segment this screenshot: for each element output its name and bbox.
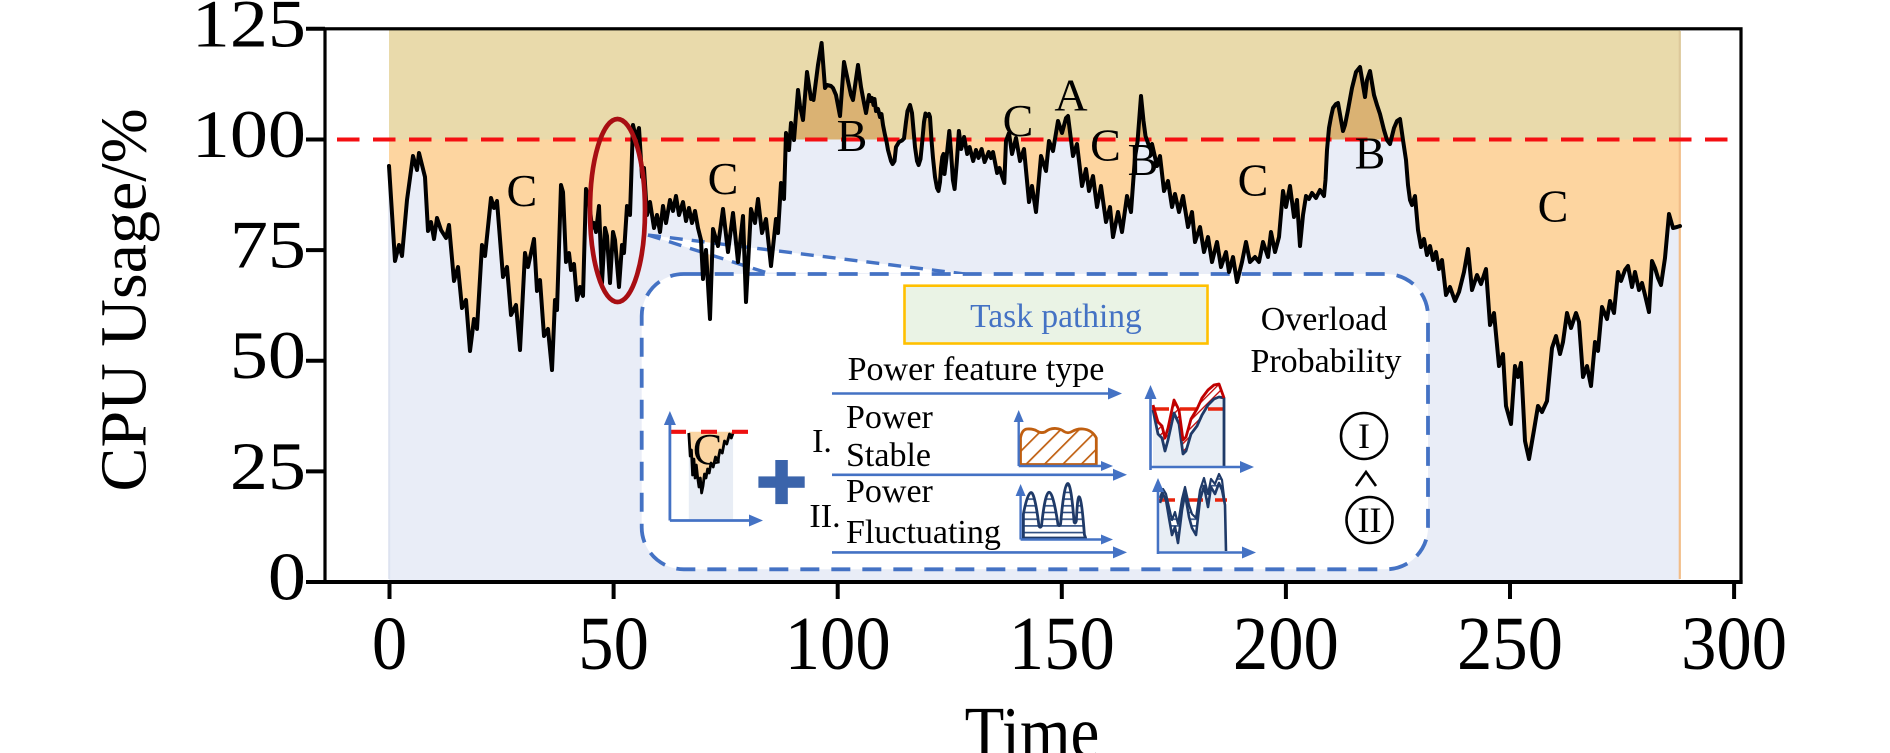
svg-text:C: C [1538,181,1569,232]
svg-text:0: 0 [372,602,407,686]
svg-text:Overload: Overload [1261,301,1388,338]
svg-text:50: 50 [578,602,649,686]
svg-text:C: C [506,165,537,216]
svg-text:Power: Power [846,473,934,510]
svg-text:C: C [708,153,739,204]
svg-text:C: C [1003,95,1034,146]
svg-text:100: 100 [192,97,306,172]
svg-text:I.: I. [812,423,832,460]
svg-text:150: 150 [1009,602,1115,686]
svg-text:Time: Time [965,692,1100,753]
svg-text:200: 200 [1233,602,1339,686]
svg-text:25: 25 [230,429,306,504]
svg-text:II: II [1358,500,1382,540]
svg-text:B: B [1355,128,1386,179]
svg-text:0: 0 [268,539,306,614]
svg-text:Fluctuating: Fluctuating [846,514,1001,551]
svg-text:C: C [693,425,722,474]
svg-text:50: 50 [230,318,306,393]
svg-text:C: C [1238,155,1269,206]
svg-text:300: 300 [1681,602,1787,686]
svg-text:Stable: Stable [846,437,931,474]
svg-text:A: A [1054,70,1087,121]
svg-text:Power: Power [846,399,934,436]
svg-text:CPU Usage/%: CPU Usage/% [88,108,161,491]
svg-text:100: 100 [785,602,891,686]
svg-text:Power feature type: Power feature type [848,351,1105,388]
svg-text:I: I [1358,416,1370,456]
svg-text:C: C [1090,120,1121,171]
svg-text:125: 125 [192,0,306,61]
svg-text:II.: II. [809,498,840,535]
svg-text:75: 75 [230,207,306,282]
svg-text:B: B [837,110,868,161]
svg-text:Probability: Probability [1250,343,1401,380]
svg-text:B: B [1128,134,1159,185]
svg-text:250: 250 [1457,602,1563,686]
svg-text:Task pathing: Task pathing [970,298,1142,335]
